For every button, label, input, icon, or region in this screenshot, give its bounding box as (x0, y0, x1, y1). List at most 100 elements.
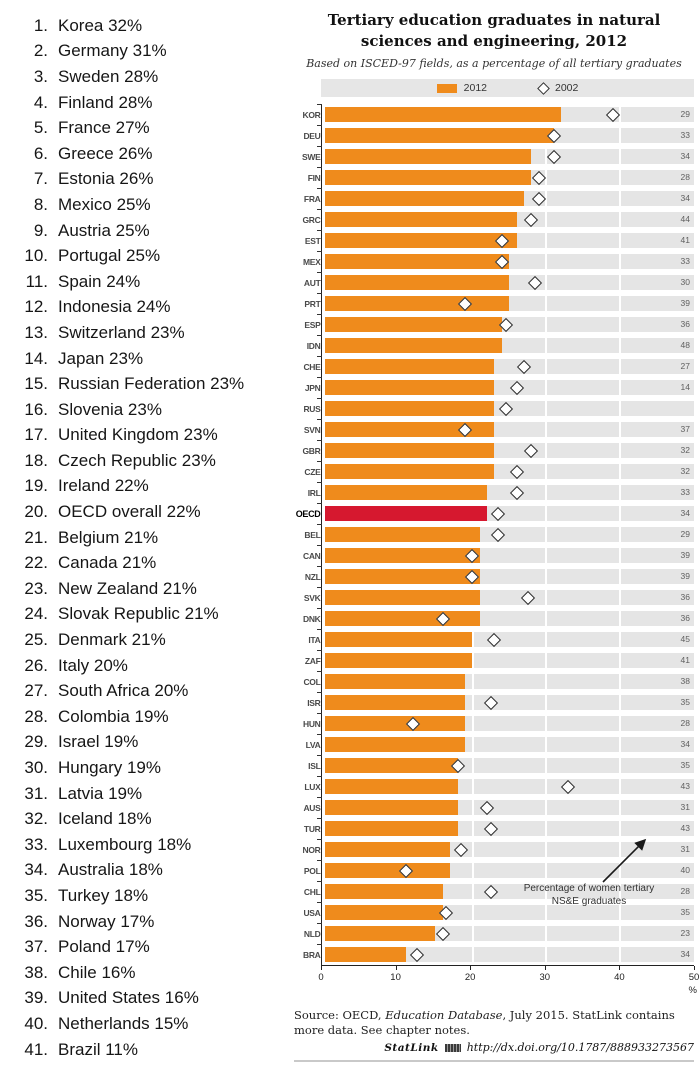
statlink-label: StatLink (384, 1041, 439, 1054)
diamond-2002-marker (528, 275, 543, 290)
women-share-value: 39 (680, 571, 690, 581)
bar-2012 (324, 170, 532, 185)
row-stripe: 39 (324, 296, 694, 311)
list-item-rank: 8. (33, 194, 48, 214)
bar-2012 (324, 233, 517, 248)
list-item-label: Norway 17% (58, 911, 155, 931)
list-item-label: Indonesia 24% (58, 297, 171, 317)
list-item: 20. OECD overall 22% (8, 499, 292, 525)
women-share-value: 34 (680, 151, 690, 161)
list-item: 23. New Zealand 21% (8, 576, 292, 602)
list-item-rank: 4. (33, 92, 48, 112)
bar-2012 (324, 296, 510, 311)
statlink-url[interactable]: http://dx.doi.org/10.1787/888933273567 (466, 1041, 694, 1055)
country-code-label: OECD (295, 508, 321, 519)
list-item: 38. Chile 16% (8, 960, 292, 986)
list-item: 27. South Africa 20% (8, 678, 292, 704)
row-stripe: 36 (324, 590, 694, 605)
list-item-label: Canada 21% (58, 553, 157, 573)
bar-2012 (324, 464, 495, 479)
list-item-rank: 19. (24, 476, 48, 496)
list-item: 29. Israel 19% (8, 730, 292, 756)
bar-2012 (324, 947, 406, 962)
list-item: 18. Czech Republic 23% (8, 448, 292, 474)
diamond-2002-marker (546, 149, 561, 164)
diamond-2002-marker (409, 947, 424, 962)
chart-row-esp: ESP 36 (304, 314, 694, 335)
list-item-label: Israel 19% (58, 732, 139, 752)
list-item-rank: 26. (24, 655, 48, 675)
women-share-value: 31 (680, 844, 690, 854)
list-item-label: Austria 25% (58, 220, 150, 240)
list-item-rank: 21. (24, 527, 48, 547)
country-code-label: BEL (304, 529, 321, 540)
x-axis-tick (470, 966, 472, 970)
diamond-2002-marker (509, 380, 524, 395)
chart-row-aus: AUS 31 (303, 797, 694, 818)
list-item: 41. Brazil 11% (8, 1037, 292, 1063)
country-code-label: SWE (302, 151, 321, 162)
diamond-2002-marker (561, 779, 576, 794)
list-item-label: Turkey 18% (58, 885, 149, 905)
bar-2012 (324, 926, 436, 941)
row-stripe: 34 (324, 191, 694, 206)
chart-row-dnk: DNK 36 (303, 608, 694, 629)
country-code-label: HUN (302, 718, 321, 729)
chart-row-bel: BEL 29 (304, 524, 694, 545)
legend-item-2002: 2002 (537, 81, 578, 95)
list-item-rank: 28. (24, 706, 48, 726)
list-item-rank: 1. (33, 15, 48, 35)
women-share-value: 34 (680, 193, 690, 203)
diamond-2002-marker (435, 926, 450, 941)
diamond-2002-marker (454, 842, 469, 857)
country-code-label: DEU (303, 130, 321, 141)
country-code-label: JPN (304, 382, 321, 393)
chart-row-cze: CZE 32 (304, 461, 694, 482)
bar-2012 (324, 779, 458, 794)
diamond-2002-marker (531, 170, 546, 185)
list-item-rank: 16. (24, 399, 48, 419)
chart-row-gbr: GBR 32 (303, 440, 694, 461)
women-share-value: 45 (680, 634, 690, 644)
row-stripe: 28 (324, 716, 694, 731)
list-item: 14. Japan 23% (8, 346, 292, 372)
list-item: 4. Finland 28% (8, 90, 292, 116)
list-item-rank: 5. (33, 118, 48, 138)
women-share-value: 33 (680, 487, 690, 497)
country-code-label: IRL (307, 487, 321, 498)
row-stripe: 40 (324, 863, 694, 878)
list-item-rank: 18. (24, 450, 48, 470)
list-item-label: Luxembourg 18% (58, 834, 192, 854)
bar-2012 (324, 317, 502, 332)
list-item-rank: 23. (24, 578, 48, 598)
list-item-label: France 27% (58, 118, 150, 138)
country-code-label: PRT (304, 298, 321, 309)
list-item-rank: 38. (24, 962, 48, 982)
country-code-label: IDN (306, 340, 321, 351)
bar-2012 (324, 422, 495, 437)
women-share-value: 33 (680, 130, 690, 140)
women-share-value: 29 (680, 529, 690, 539)
list-item: 35. Turkey 18% (8, 883, 292, 909)
y-axis-ticks (317, 104, 322, 965)
list-item-label: New Zealand 21% (58, 578, 197, 598)
row-stripe: 37 (324, 422, 694, 437)
chart-row-aut: AUT 30 (304, 272, 694, 293)
x-axis-tick (544, 966, 546, 970)
women-share-value: 32 (680, 466, 690, 476)
women-share-value: 35 (680, 907, 690, 917)
chart-row-nzl: NZL 39 (305, 566, 694, 587)
chart-legend: 2012 2002 (321, 79, 694, 97)
list-item: 10. Portugal 25% (8, 243, 292, 269)
list-item: 36. Norway 17% (8, 909, 292, 935)
chart-row-lva: LVA 34 (306, 734, 694, 755)
list-item-label: Finland 28% (58, 92, 153, 112)
list-item-label: Switzerland 23% (58, 322, 185, 342)
bar-2012 (324, 359, 495, 374)
list-item-rank: 33. (24, 834, 48, 854)
x-axis-tick-label: 50 (688, 972, 700, 983)
list-item-rank: 12. (24, 297, 48, 317)
list-item: 39. United States 16% (8, 986, 292, 1012)
list-item-rank: 34. (24, 860, 48, 880)
chart-row-che: CHE 27 (303, 356, 694, 377)
